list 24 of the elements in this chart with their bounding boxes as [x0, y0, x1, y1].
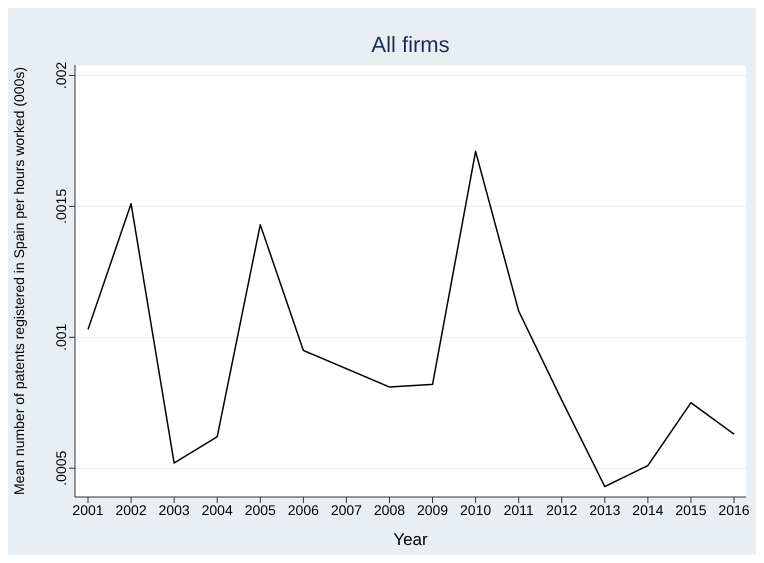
- x-tick-label: 2010: [460, 502, 492, 518]
- x-tick-label: 2005: [244, 502, 276, 518]
- x-tick-label: 2012: [546, 502, 578, 518]
- x-tick-label: 2013: [589, 502, 621, 518]
- y-tick-label: .0015: [52, 188, 69, 224]
- chart-title: All firms: [370, 32, 451, 58]
- x-tick-label: 2016: [718, 502, 750, 518]
- y-tick-label: .001: [52, 323, 69, 351]
- x-tick-label: 2015: [675, 502, 707, 518]
- x-tick-label: 2003: [158, 502, 190, 518]
- y-tick-label: .002: [52, 62, 69, 90]
- x-tick-label: 2004: [202, 502, 233, 518]
- line-series: [87, 150, 735, 488]
- x-axis-title: Year: [393, 530, 428, 549]
- x-tick-label: 2006: [288, 502, 320, 518]
- x-tick-label: 2002: [115, 502, 147, 518]
- x-tick-label: 2014: [632, 502, 664, 518]
- x-tick-label: 2011: [504, 502, 534, 518]
- x-tick-label: 2008: [374, 502, 406, 518]
- x-tick-label: 2009: [416, 502, 448, 518]
- y-axis-title: Mean number of patents registered in Spain per hours worked (000s): [10, 66, 27, 496]
- x-tick-label: 2007: [330, 502, 362, 518]
- y-tick-label: .0005: [52, 450, 69, 486]
- x-tick-label: 2001: [72, 502, 104, 518]
